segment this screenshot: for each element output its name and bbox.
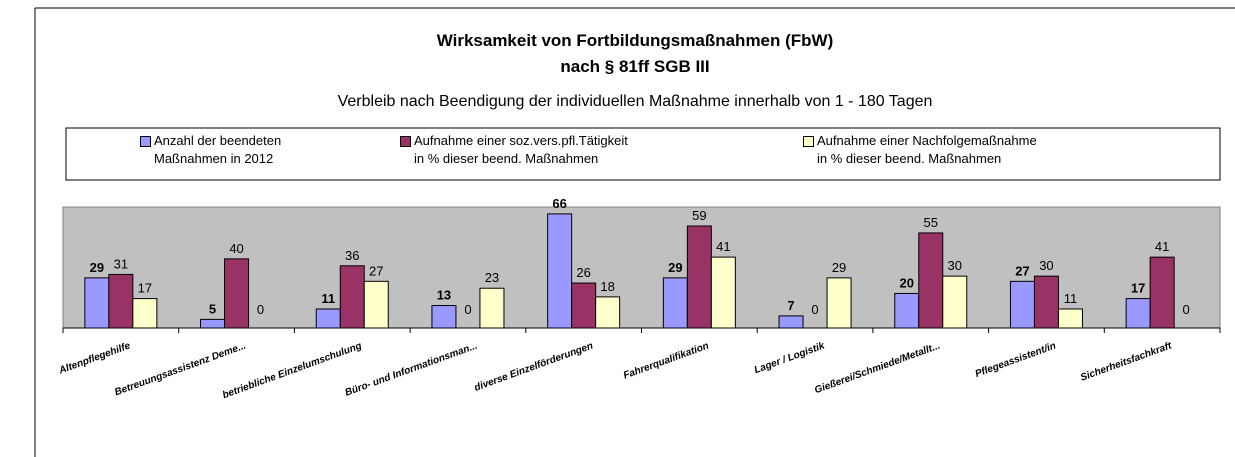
- legend-label: Aufnahme einer soz.vers.pfl.Tätigkeit in…: [414, 133, 628, 166]
- data-label: 41: [1155, 239, 1169, 254]
- chart-subtitle: Verbleib nach Beendigung der individuell…: [338, 93, 933, 110]
- legend-entry: Aufnahme einer soz.vers.pfl.Tätigkeit in…: [400, 132, 628, 168]
- data-label: 59: [692, 208, 706, 223]
- x-tick-label: Lager / Logistik: [753, 340, 827, 376]
- data-label: 41: [716, 239, 730, 254]
- data-label: 0: [464, 302, 471, 317]
- bar: [778, 315, 804, 329]
- bar: [710, 256, 736, 329]
- data-label: 27: [369, 263, 383, 278]
- data-label: 7: [787, 298, 794, 313]
- legend-entry: Anzahl der beendeten Maßnahmen in 2012: [140, 132, 281, 168]
- bar: [662, 277, 688, 329]
- bar: [1149, 256, 1175, 329]
- bar: [547, 213, 573, 329]
- x-tick-label: Sicherheitsfachkraft: [1079, 340, 1174, 383]
- data-label: 36: [345, 248, 359, 263]
- bar: [108, 273, 134, 329]
- data-label: 29: [668, 260, 682, 275]
- data-label: 13: [437, 288, 451, 303]
- data-label: 0: [257, 302, 264, 317]
- bar: [1057, 308, 1083, 329]
- bar: [431, 305, 457, 329]
- legend-swatch: [803, 136, 814, 147]
- data-label: 66: [552, 196, 566, 211]
- data-label: 0: [1183, 302, 1190, 317]
- data-label: 30: [948, 258, 962, 273]
- x-tick-label: Pflegeassistent/in: [974, 340, 1058, 379]
- bar: [918, 232, 944, 329]
- data-label: 18: [600, 279, 614, 294]
- bar: [200, 318, 226, 329]
- x-tick-label: Fahrerqualifikation: [622, 340, 710, 381]
- bar: [224, 258, 250, 329]
- data-label: 20: [900, 275, 914, 290]
- data-label: 17: [138, 281, 152, 296]
- bar: [571, 282, 597, 329]
- x-tick-label: Altenpflegehilfe: [57, 340, 133, 376]
- data-label: 27: [1015, 263, 1029, 278]
- legend-swatch: [140, 136, 151, 147]
- data-label: 11: [321, 291, 335, 306]
- bar: [1009, 280, 1035, 329]
- chart-title-2: nach § 81ff SGB III: [560, 57, 709, 76]
- data-label: 40: [229, 241, 243, 256]
- chart-title: Wirksamkeit von Fortbildungsmaßnahmen (F…: [437, 31, 834, 50]
- data-label: 29: [832, 260, 846, 275]
- legend-swatch: [400, 136, 411, 147]
- x-tick-label: Gießerei/Schmiede/Metallt...: [813, 340, 942, 396]
- bar: [479, 287, 505, 329]
- data-label: 0: [811, 302, 818, 317]
- data-label: 26: [576, 265, 590, 280]
- data-label: 55: [924, 215, 938, 230]
- bar: [363, 280, 389, 329]
- bar: [826, 277, 852, 329]
- x-tick-label: Büro- und Informationsman...: [344, 340, 479, 398]
- data-label: 30: [1039, 258, 1053, 273]
- data-label: 5: [209, 301, 216, 316]
- bar: [84, 277, 110, 329]
- data-label: 11: [1064, 291, 1078, 306]
- bar: [132, 298, 158, 329]
- bar: [595, 296, 621, 329]
- bar: [686, 225, 712, 329]
- bar: [894, 292, 920, 329]
- bar: [315, 308, 341, 329]
- bar: [1125, 298, 1151, 329]
- data-label: 29: [90, 260, 104, 275]
- legend-entry: Aufnahme einer Nachfolgemaßnahme in % di…: [803, 132, 1037, 168]
- legend-label: Anzahl der beendeten Maßnahmen in 2012: [154, 133, 282, 166]
- data-label: 23: [485, 270, 499, 285]
- legend-box: [65, 127, 1221, 181]
- legend-label: Aufnahme einer Nachfolgemaßnahme in % di…: [817, 133, 1037, 166]
- bar: [1033, 275, 1059, 329]
- bar: [339, 265, 365, 329]
- x-tick-label: diverse Einzelförderungen: [473, 340, 595, 393]
- data-label: 31: [114, 256, 128, 271]
- bar: [942, 275, 968, 329]
- data-label: 17: [1131, 281, 1145, 296]
